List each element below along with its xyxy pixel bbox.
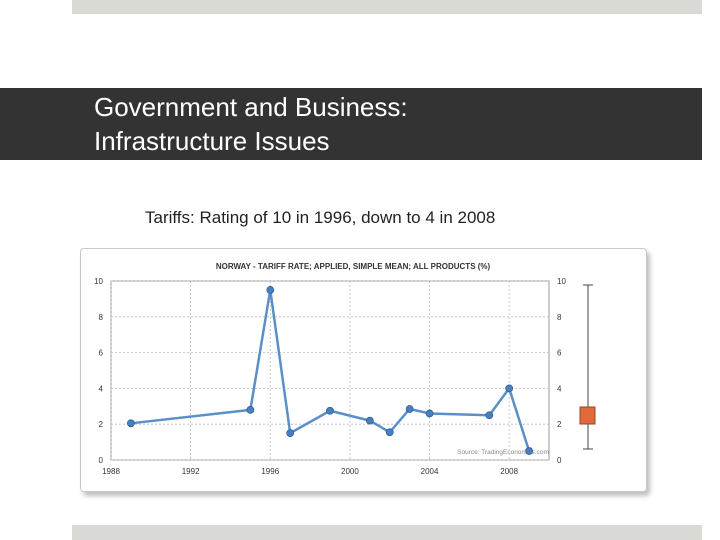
y-tick-label-left: 10: [94, 277, 103, 286]
data-point: [326, 406, 334, 415]
range-slider[interactable]: [579, 284, 596, 450]
data-point: [266, 286, 275, 294]
bottom-decor-bar: [72, 525, 702, 540]
y-tick-label-right: 0: [557, 456, 562, 465]
data-point: [385, 428, 394, 437]
tariff-line-chart: NORWAY - TARIFF RATE; APPLIED, SIMPLE ME…: [94, 262, 596, 476]
x-tick-label: 2000: [341, 467, 359, 476]
chart-title: NORWAY - TARIFF RATE; APPLIED, SIMPLE ME…: [216, 262, 491, 271]
data-point: [127, 419, 135, 428]
y-tick-label-left: 4: [99, 384, 104, 393]
data-point: [365, 416, 374, 425]
data-point: [525, 447, 533, 455]
slide-subtitle: Tariffs: Rating of 10 in 1996, down to 4…: [145, 208, 496, 227]
grid-layer: [110, 280, 550, 461]
data-point: [405, 405, 414, 413]
y-tick-label-right: 6: [557, 349, 562, 358]
y-tick-label-right: 4: [557, 384, 562, 393]
y-tick-label-left: 2: [99, 420, 104, 429]
data-point: [485, 411, 494, 420]
x-tick-label: 1988: [102, 467, 120, 476]
y-tick-label-left: 0: [99, 456, 104, 465]
title-band: [0, 88, 702, 160]
chart-source: Source: TradingEconomics.com: [457, 449, 549, 456]
data-point: [286, 429, 295, 438]
data-point: [246, 405, 255, 414]
y-tick-label-left: 6: [99, 349, 104, 358]
y-tick-label-right: 8: [557, 313, 562, 322]
y-tick-label-right: 10: [557, 277, 566, 286]
x-tick-label: 2008: [500, 467, 518, 476]
series-line: [130, 288, 531, 452]
chart-frame: NORWAY - TARIFF RATE; APPLIED, SIMPLE ME…: [80, 248, 647, 492]
series-layer: [127, 286, 533, 455]
plot-border: [110, 280, 550, 461]
range-slider-handle[interactable]: [579, 406, 596, 425]
top-decor-bar: [72, 0, 702, 14]
data-point: [505, 384, 514, 393]
y-tick-label-right: 2: [557, 420, 562, 429]
slide-title: Government and Business: Infrastructure …: [94, 92, 408, 156]
x-tick-label: 1992: [182, 467, 200, 476]
x-tick-label: 1996: [261, 467, 279, 476]
y-tick-label-left: 8: [99, 313, 104, 322]
tick-layer: 0 0 2 2 4 4 6 6 8 8 10 10 1988 1992 1996 2000 2004 2008: [94, 277, 566, 476]
data-point: [425, 409, 434, 418]
x-tick-label: 2004: [421, 467, 439, 476]
